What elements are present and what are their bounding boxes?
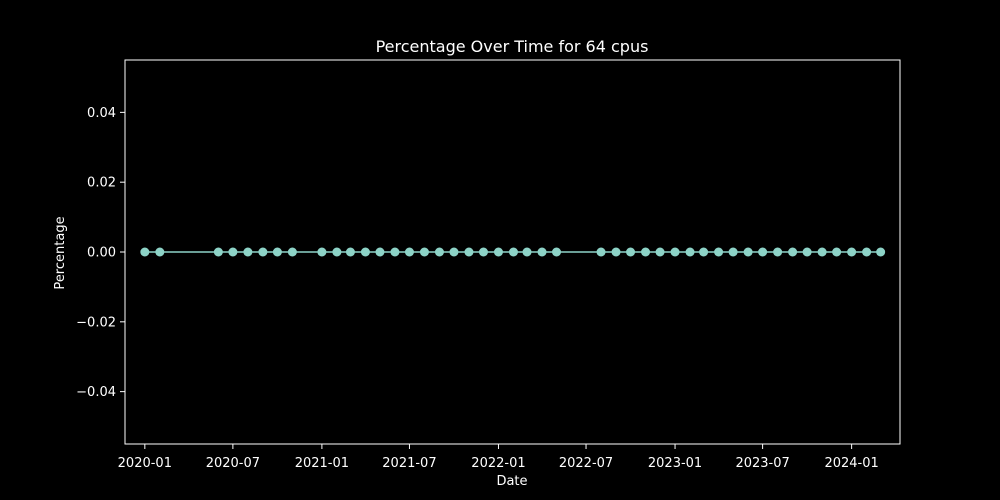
- data-point: [478, 247, 488, 257]
- x-tick-label: 2024-01: [824, 456, 878, 471]
- data-point: [213, 247, 223, 257]
- data-point: [493, 247, 503, 257]
- data-point: [419, 247, 429, 257]
- data-point: [641, 247, 651, 257]
- data-point: [758, 247, 768, 257]
- y-tick-label: −0.04: [76, 385, 116, 400]
- data-point: [743, 247, 753, 257]
- data-point: [243, 247, 253, 257]
- data-point: [611, 247, 621, 257]
- data-point: [817, 247, 827, 257]
- data-point: [345, 247, 355, 257]
- data-point: [155, 247, 165, 257]
- y-tick-label: 0.02: [87, 176, 116, 191]
- data-point: [655, 247, 665, 257]
- data-point: [272, 247, 282, 257]
- data-point: [685, 247, 695, 257]
- x-tick-label: 2021-07: [382, 456, 436, 471]
- data-point: [449, 247, 459, 257]
- chart-title: Percentage Over Time for 64 cpus: [376, 37, 649, 56]
- data-point: [670, 247, 680, 257]
- data-point: [773, 247, 783, 257]
- data-point: [228, 247, 238, 257]
- data-point: [596, 247, 606, 257]
- data-point: [332, 247, 342, 257]
- y-tick-label: 0.04: [87, 106, 116, 121]
- x-tick-label: 2023-07: [735, 456, 789, 471]
- data-point: [552, 247, 562, 257]
- data-point: [522, 247, 532, 257]
- x-tick-label: 2022-07: [559, 456, 613, 471]
- data-point: [862, 247, 872, 257]
- x-tick-label: 2023-01: [648, 456, 702, 471]
- x-tick-label: 2022-01: [471, 456, 525, 471]
- data-point: [714, 247, 724, 257]
- data-point: [728, 247, 738, 257]
- data-point: [508, 247, 518, 257]
- y-tick-label: −0.02: [76, 315, 116, 330]
- data-point: [390, 247, 400, 257]
- y-tick-label: 0.00: [87, 246, 116, 261]
- x-axis-title: Date: [496, 474, 527, 489]
- data-point: [434, 247, 444, 257]
- y-axis-title: Percentage: [53, 216, 68, 289]
- data-point: [832, 247, 842, 257]
- data-point: [876, 247, 886, 257]
- x-tick-label: 2020-07: [206, 456, 260, 471]
- data-point: [788, 247, 798, 257]
- data-point: [626, 247, 636, 257]
- data-point: [537, 247, 547, 257]
- data-point: [699, 247, 709, 257]
- data-point: [287, 247, 297, 257]
- data-point: [802, 247, 812, 257]
- data-point: [317, 247, 327, 257]
- data-point: [464, 247, 474, 257]
- data-point: [360, 247, 370, 257]
- data-point: [375, 247, 385, 257]
- plot-area: [140, 247, 886, 257]
- data-point: [404, 247, 414, 257]
- data-point: [847, 247, 857, 257]
- x-tick-label: 2020-01: [118, 456, 172, 471]
- data-point: [258, 247, 268, 257]
- x-tick-label: 2021-01: [295, 456, 349, 471]
- data-point: [140, 247, 150, 257]
